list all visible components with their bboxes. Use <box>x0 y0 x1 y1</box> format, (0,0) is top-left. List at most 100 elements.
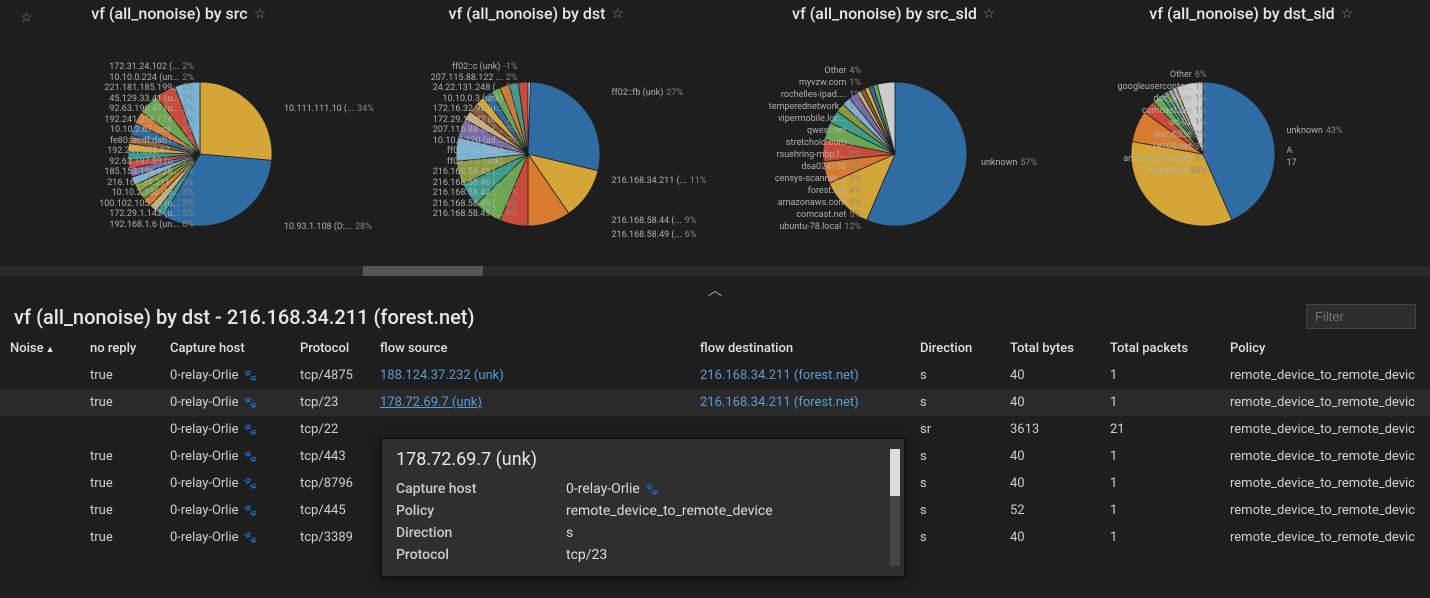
table-cell: remote_device_to_remote_devic <box>1220 470 1430 497</box>
table-cell: 0-relay-Orlie 🐾 <box>160 443 290 470</box>
column-header[interactable]: Noise▲ <box>0 335 80 362</box>
pie-label[interactable]: ff02::1:2 (unk)4% <box>388 158 518 168</box>
pie-label[interactable]: stretchoid.com2% <box>731 139 861 149</box>
pie-label[interactable]: 172.31.24.102 (...2% <box>64 63 194 73</box>
horizontal-scrollbar[interactable] <box>0 266 1430 276</box>
pie-label[interactable]: unknown43% <box>1287 127 1343 137</box>
table-row[interactable]: true0-relay-Orlie 🐾tcp/23178.72.69.7 (un… <box>0 389 1430 416</box>
pie-label[interactable]: comcast.net5% <box>731 211 861 221</box>
pie-label[interactable]: dsc_606e1% <box>1077 95 1207 105</box>
pie-label[interactable]: rsuehring-mbp.l...2% <box>731 151 861 161</box>
column-header[interactable]: flow destination <box>690 335 910 362</box>
table-cell: 1 <box>1100 524 1220 551</box>
pie-label[interactable]: 192.168.1.6 (un...6% <box>64 221 194 231</box>
pie-label[interactable]: ff02::fb (unk)27% <box>612 89 684 99</box>
favorite-icon[interactable]: ☆ <box>611 6 624 22</box>
column-header[interactable]: Protocol <box>290 335 370 362</box>
pie-label[interactable]: 10.10.0.3 (unk)2% <box>388 95 518 105</box>
pie-label[interactable]: 17 <box>1287 159 1300 169</box>
table-cell: true <box>80 470 160 497</box>
favorite-icon[interactable]: ☆ <box>983 6 996 22</box>
pie-label[interactable]: 172.29.1.142 (u...5% <box>64 210 194 220</box>
pie-label[interactable]: unknown57% <box>981 159 1037 169</box>
column-header[interactable]: Policy <box>1220 335 1430 362</box>
pie-label[interactable]: fe80::ecdf:dab1...2% <box>64 137 194 147</box>
pie-label[interactable]: 24.22.131.248 (...2% <box>388 84 518 94</box>
column-header[interactable]: Total packets <box>1100 335 1220 362</box>
pie-label[interactable]: ff02::1:3 (unk)2% <box>388 147 518 157</box>
pie-label[interactable]: 192.241.219.174...2% <box>64 116 194 126</box>
filter-input[interactable] <box>1306 304 1416 329</box>
collapse-toggle[interactable]: ︿ <box>0 280 1430 302</box>
chart-body: Other4% myvzw.com1% rochelles-ipad....1% te… <box>715 27 1073 260</box>
pie-label[interactable]: 92.63.197.53 (u...2% <box>64 158 194 168</box>
flow-destination-link[interactable]: 216.168.34.211 (forest.net) <box>700 368 859 383</box>
column-header[interactable]: Total bytes <box>1000 335 1100 362</box>
table-row[interactable]: true0-relay-Orlie 🐾tcp/4875188.124.37.23… <box>0 362 1430 389</box>
pie-label[interactable]: 221.181.185.199...2% <box>64 84 194 94</box>
favorite-icon[interactable]: ☆ <box>254 6 267 22</box>
pie-label[interactable]: A <box>1287 147 1296 157</box>
pie-label[interactable]: dsa0241352% <box>731 163 861 173</box>
pie-label[interactable]: comcast.net1% <box>1077 107 1207 117</box>
pie-label[interactable]: 92.63.196.47 (u...2% <box>64 105 194 115</box>
table-cell: 1 <box>1100 443 1220 470</box>
pie-label[interactable]: ad-021% <box>1077 119 1207 129</box>
pie-label[interactable]: 216.168.58.49 (...6% <box>612 231 697 241</box>
pie-label[interactable]: 172.29.1.142 (u...2% <box>388 116 518 126</box>
pie-label[interactable]: Other6% <box>1077 71 1207 81</box>
pie-label[interactable]: 192.241.222.67 ...2% <box>64 147 194 157</box>
flow-source-link[interactable]: 178.72.69.7 (unk) <box>380 395 482 410</box>
pie-label[interactable]: 207.115.88.38 (...2% <box>388 126 518 136</box>
pie-label[interactable]: temperednetwork...1% <box>731 103 861 113</box>
table-cell <box>0 416 80 443</box>
scrollbar-thumb[interactable] <box>363 266 483 276</box>
pie-label[interactable]: amazonaws.com5% <box>731 199 861 209</box>
pie-label[interactable]: 216.168.58.45 (...6% <box>388 200 518 210</box>
table-cell: tcp/445 <box>290 497 370 524</box>
pie-label[interactable]: 216.168.34.211 (...11% <box>612 177 707 187</box>
pie-label[interactable]: 216.168.34.211 ...3% <box>64 179 194 189</box>
pie-label[interactable]: 10.10.0.224 (un...2% <box>64 74 194 84</box>
pie-label[interactable]: 172.16.32.96 (u...2% <box>388 105 518 115</box>
chart-title: vf (all_nonoise) by src_sld ☆ <box>792 4 995 23</box>
pie-label[interactable]: rochelles-ipad....1% <box>731 91 861 101</box>
pie-label[interactable]: 10.10.2.67 (unk...2% <box>64 126 194 136</box>
pie-label[interactable]: Other4% <box>731 67 861 77</box>
pie-label[interactable]: ubuntu-78.local12% <box>731 223 861 233</box>
pie-label[interactable]: 216.168.58.42 (...5% <box>388 189 518 199</box>
pie-label[interactable]: 10.10.2.130 (te...3% <box>64 189 194 199</box>
pie-label[interactable]: 45.129.33.41 (u...2% <box>64 95 194 105</box>
pie-label[interactable]: 216.168.58.46 (...5% <box>388 179 518 189</box>
column-header[interactable]: Direction <box>910 335 1000 362</box>
tooltip-scrollbar[interactable] <box>890 449 900 566</box>
pie-label[interactable]: 207.115.88.122 ...2% <box>388 74 518 84</box>
pie-label[interactable]: censys-scanner....3% <box>731 175 861 185</box>
pie-label[interactable]: 216.168.58.49 (...6% <box>388 210 518 220</box>
table-cell: remote_device_to_remote_devic <box>1220 416 1430 443</box>
column-header[interactable]: flow source <box>370 335 690 362</box>
pie-label[interactable]: forest.net4% <box>731 187 861 197</box>
pie-label[interactable]: 10.10.0.120 (ad...2% <box>388 137 518 147</box>
pie-label[interactable]: googleuserconte...1% <box>1077 83 1207 93</box>
pie-label[interactable]: 216.168.58.44 (...9% <box>612 217 697 227</box>
pie-label[interactable]: 1e100.net3% <box>1077 143 1207 153</box>
pie-label[interactable]: dsc_633e2% <box>1077 131 1207 141</box>
pie-label[interactable]: 185.153.196.126...2% <box>64 168 194 178</box>
flow-source-link[interactable]: 188.124.37.232 (unk) <box>380 368 504 383</box>
host-badge-icon: 🐾 <box>244 396 258 409</box>
pie-label[interactable]: ff02::c (unk)-1% <box>388 63 518 73</box>
column-header[interactable]: no reply <box>80 335 160 362</box>
column-header[interactable]: Capture host <box>160 335 290 362</box>
pie-label[interactable]: forest.net34% <box>1077 167 1207 177</box>
pie-label[interactable]: 216.168.58.43 (...5% <box>388 168 518 178</box>
pie-label[interactable]: amazonaws.com7% <box>1077 155 1207 165</box>
pie-label[interactable]: myvzw.com1% <box>731 79 861 89</box>
pie-label[interactable]: 100.102.105.20 (u...5% <box>64 200 194 210</box>
favorite-icon[interactable]: ☆ <box>1341 6 1354 22</box>
chevron-up-icon: ︿ <box>708 283 722 299</box>
pie-label[interactable]: vipermobile.loc...1% <box>731 115 861 125</box>
pie-label[interactable]: qwest.net1% <box>731 127 861 137</box>
tooltip-scrollbar-thumb[interactable] <box>890 449 900 496</box>
flow-destination-link[interactable]: 216.168.34.211 (forest.net) <box>700 395 859 410</box>
